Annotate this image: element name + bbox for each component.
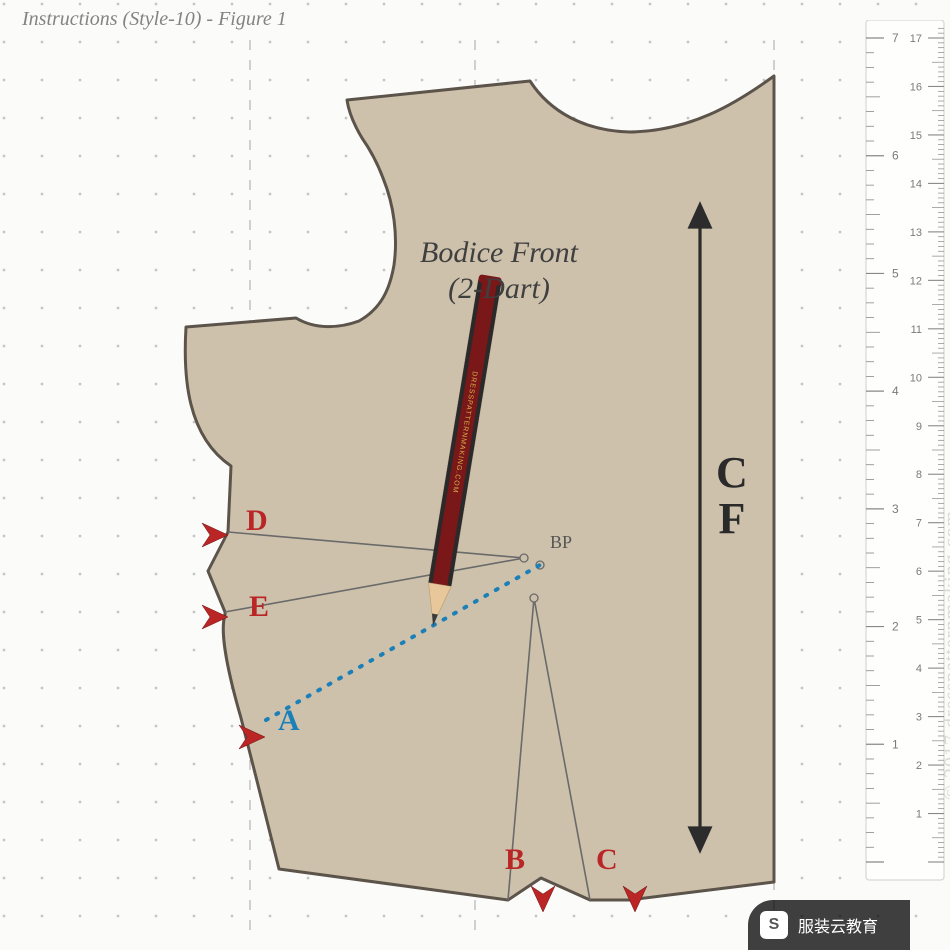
label-d: D (246, 504, 268, 538)
copyright-text: © 2017 dresspatternmaking.com (940, 510, 950, 800)
svg-text:17: 17 (910, 33, 922, 45)
svg-text:2: 2 (916, 760, 922, 772)
label-bp: BP (550, 532, 572, 553)
svg-text:14: 14 (910, 178, 922, 190)
label-b: B (505, 843, 525, 877)
pattern-diagram: DRESSPATTERNMAKING.COM (0, 0, 950, 950)
svg-text:16: 16 (910, 81, 922, 93)
watermark-bar: S 服装云教育 (748, 900, 910, 950)
bodice-label-line1: Bodice Front (420, 236, 578, 269)
svg-text:2: 2 (892, 620, 899, 634)
cf-label: C F (716, 450, 748, 542)
label-c: C (596, 843, 618, 877)
bodice-label: Bodice Front (2-Dart) (420, 235, 578, 307)
svg-text:10: 10 (910, 372, 922, 384)
bodice-label-line2: (2-Dart) (448, 272, 550, 305)
svg-text:8: 8 (916, 469, 922, 481)
svg-text:5: 5 (892, 266, 899, 280)
svg-text:1: 1 (916, 809, 922, 821)
svg-text:7: 7 (892, 31, 899, 45)
label-e: E (249, 590, 269, 624)
svg-text:9: 9 (916, 421, 922, 433)
svg-text:3: 3 (892, 502, 899, 516)
svg-text:4: 4 (892, 384, 899, 398)
svg-text:15: 15 (910, 130, 922, 142)
svg-text:5: 5 (916, 615, 922, 627)
svg-text:6: 6 (892, 149, 899, 163)
svg-text:7: 7 (916, 518, 922, 530)
bodice-pattern (185, 76, 774, 900)
svg-text:13: 13 (910, 227, 922, 239)
svg-text:1: 1 (892, 737, 899, 751)
svg-text:11: 11 (911, 324, 922, 336)
svg-text:6: 6 (916, 566, 922, 578)
ruler-graphic: 12345671234567891011121314151617 (862, 20, 950, 890)
wechat-icon: S (760, 911, 788, 939)
label-a: A (278, 704, 300, 738)
watermark-text: 服装云教育 (798, 913, 878, 937)
svg-text:12: 12 (910, 275, 922, 287)
svg-text:3: 3 (916, 712, 922, 724)
svg-text:4: 4 (916, 663, 922, 675)
